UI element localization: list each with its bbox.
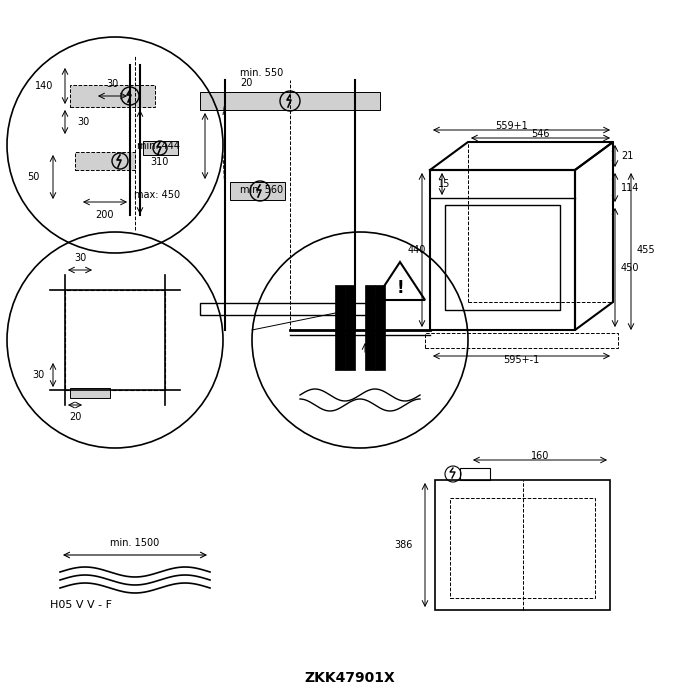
- Bar: [435, 480, 610, 610]
- Text: 15: 15: [438, 179, 450, 189]
- Text: 21: 21: [621, 151, 634, 161]
- Text: 595+-1: 595+-1: [503, 355, 540, 365]
- Bar: [460, 468, 490, 480]
- Bar: [230, 182, 285, 200]
- Bar: [425, 333, 618, 348]
- Text: 114: 114: [621, 183, 639, 193]
- Bar: [70, 388, 110, 398]
- Text: 30: 30: [33, 370, 45, 380]
- Text: min. 1500: min. 1500: [111, 538, 160, 548]
- Bar: [200, 92, 380, 110]
- Text: 546: 546: [531, 129, 550, 139]
- Text: 160: 160: [531, 451, 550, 461]
- Bar: [335, 285, 345, 370]
- Text: 559+1: 559+1: [495, 121, 528, 131]
- Bar: [375, 285, 385, 370]
- Text: 386: 386: [395, 540, 413, 550]
- Text: 440: 440: [408, 245, 426, 255]
- Text: min. 560: min. 560: [240, 185, 283, 195]
- Text: 30: 30: [74, 253, 86, 263]
- Text: 200: 200: [96, 210, 114, 220]
- Text: 450: 450: [621, 263, 640, 273]
- Bar: [430, 170, 575, 330]
- Text: ZKK47901X: ZKK47901X: [304, 671, 395, 685]
- Text: 140: 140: [34, 81, 53, 91]
- Bar: [345, 285, 355, 370]
- Text: 20: 20: [69, 412, 81, 422]
- Text: min. 444: min. 444: [137, 141, 180, 151]
- Text: 50: 50: [27, 172, 40, 182]
- Bar: [75, 152, 135, 170]
- Text: 30: 30: [106, 79, 118, 89]
- Text: 5: 5: [378, 340, 384, 350]
- Text: !: !: [396, 279, 404, 297]
- Text: H05 V V - F: H05 V V - F: [50, 600, 112, 610]
- Text: 1: 1: [378, 353, 384, 363]
- Text: max: 450: max: 450: [134, 190, 180, 200]
- Text: 20: 20: [240, 78, 253, 88]
- Text: min. 550: min. 550: [240, 68, 284, 78]
- Bar: [450, 498, 595, 598]
- Bar: [65, 290, 165, 390]
- Bar: [445, 205, 560, 310]
- Text: 455: 455: [637, 245, 656, 255]
- Bar: [143, 141, 178, 155]
- Bar: [365, 285, 375, 370]
- Text: 310: 310: [150, 157, 169, 167]
- Text: 30: 30: [77, 117, 90, 127]
- Bar: [70, 85, 155, 107]
- Bar: [200, 303, 380, 315]
